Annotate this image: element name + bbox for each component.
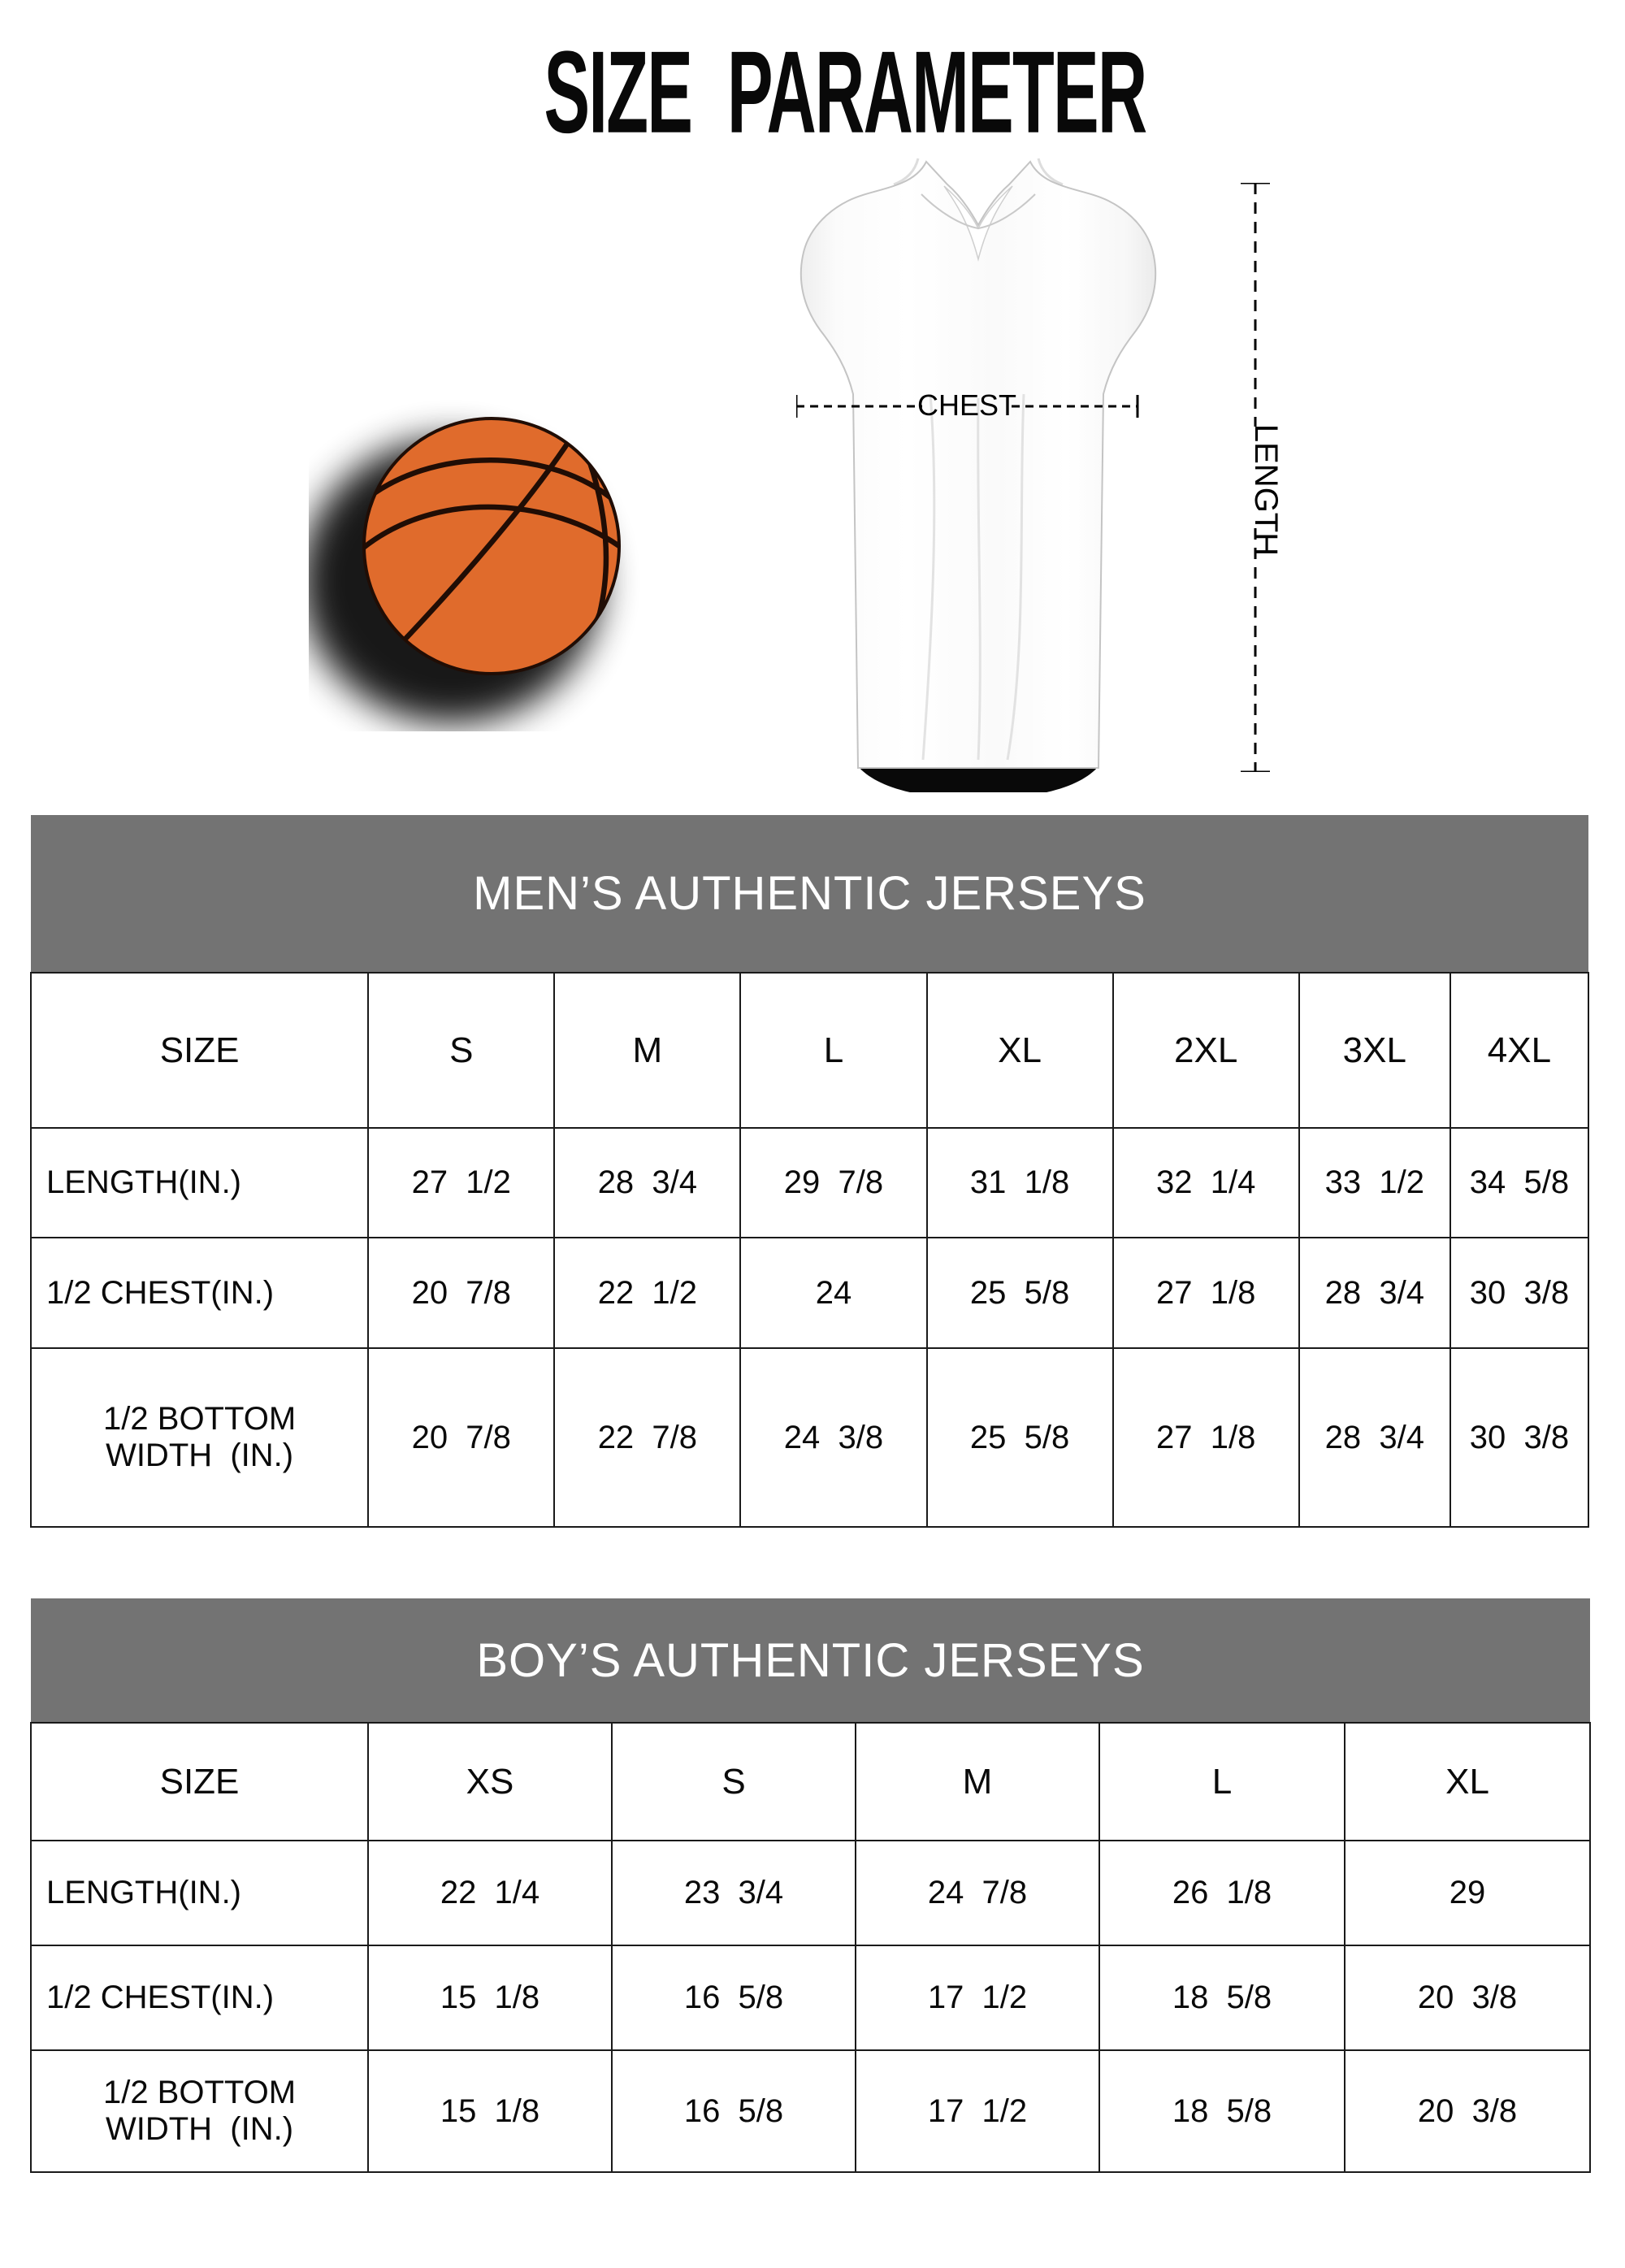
svg-text:LENGTH: LENGTH xyxy=(1248,424,1280,556)
svg-text:CHEST: CHEST xyxy=(917,390,1016,422)
